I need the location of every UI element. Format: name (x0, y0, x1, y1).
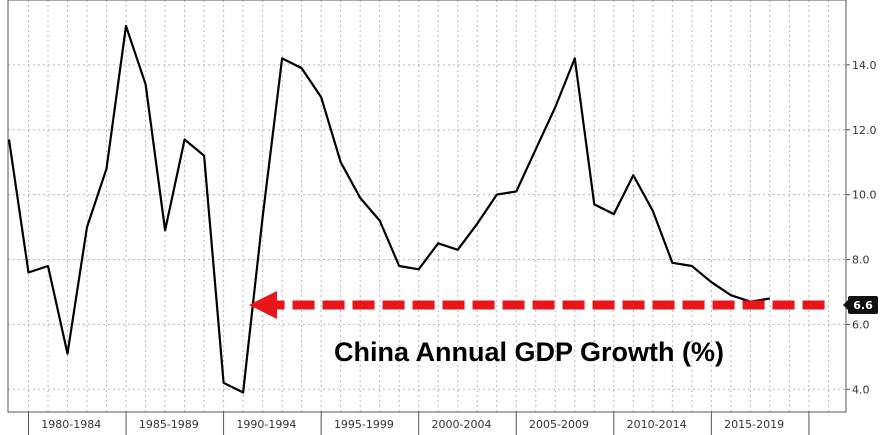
last-value-label: 6.6 (853, 299, 873, 312)
plot-frame (7, 0, 847, 413)
period-label: 2005-2009 (529, 418, 589, 431)
last-value-badge (848, 295, 878, 314)
ticks-layer: 4.0 6.0 8.0 10.0 12.0 14.0 1980-1984 1985-1989 1… (27, 59, 877, 435)
y-tick-label: 6.0 (852, 318, 870, 331)
gdp-growth-line (7, 24, 771, 394)
period-label: 2010-2014 (627, 418, 687, 431)
period-label: 2000-2004 (432, 418, 492, 431)
y-tick-label: 8.0 (852, 254, 870, 267)
period-label: 2015-2019 (724, 418, 784, 431)
period-label: 1980-1984 (41, 418, 101, 431)
y-tick-label: 14.0 (852, 59, 877, 72)
annotation-layer: China Annual GDP Growth (%) 6.6 (248, 290, 878, 367)
y-tick-label: 4.0 (852, 383, 870, 396)
red-arrow-head (248, 290, 277, 319)
y-tick-label: 10.0 (852, 189, 877, 202)
period-label: 1985-1989 (139, 418, 199, 431)
y-tick-label: 12.0 (852, 124, 877, 137)
last-value-badge-pointer (843, 299, 848, 310)
grid-layer (8, 0, 846, 412)
annotation-title: China Annual GDP Growth (%) (334, 337, 724, 367)
period-label: 1990-1994 (236, 418, 296, 431)
period-label: 1995-1999 (334, 418, 394, 431)
